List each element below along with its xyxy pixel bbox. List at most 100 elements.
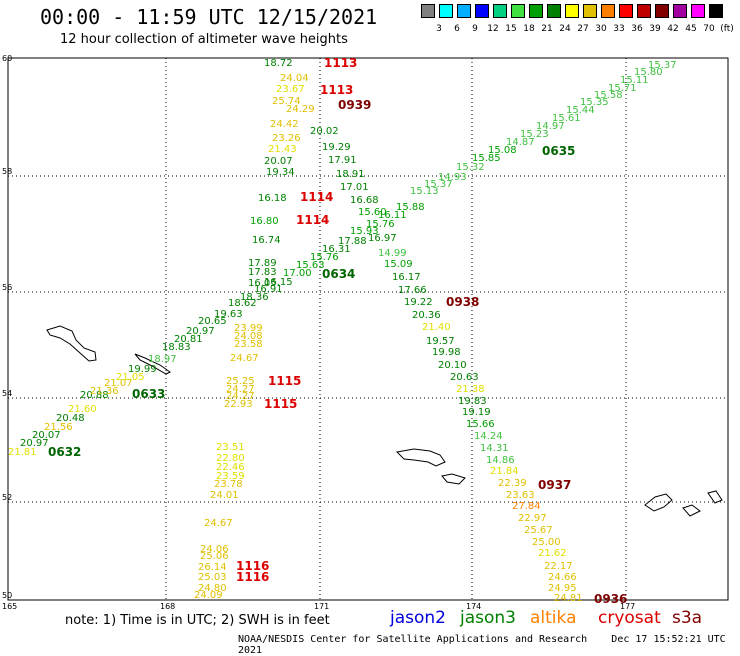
wave-height-value: 15.44 (566, 105, 595, 116)
wave-height-value: 19.29 (322, 142, 351, 153)
wave-height-value: 26.14 (198, 562, 227, 573)
island-commander-medny (441, 473, 466, 485)
pass-time-jason3_2: 0633 (132, 387, 165, 401)
wave-height-value: 20.65 (198, 316, 227, 327)
wave-height-value: 24.67 (204, 518, 233, 529)
legend-swatch (529, 4, 543, 18)
wave-height-value: 14.86 (486, 455, 515, 466)
pass-time-cryosat_8: 1116 (236, 570, 269, 584)
wave-height-value: 23.59 (216, 471, 245, 482)
wave-height-value: 16.74 (252, 235, 281, 246)
legend-label: 15 (505, 24, 517, 34)
page-subtitle: 12 hour collection of altimeter wave hei… (60, 32, 348, 47)
wave-height-value: 17.88 (338, 236, 367, 247)
pass-time-cryosat_1: 1113 (324, 56, 357, 70)
wave-height-value: 16.91 (254, 284, 283, 295)
wave-height-value: 25.03 (198, 572, 227, 583)
wave-height-value: 16.97 (368, 233, 397, 244)
lat-label: 58 (2, 167, 12, 176)
wave-height-value: 18.62 (228, 298, 257, 309)
wave-height-value: 21.07 (104, 378, 133, 389)
wave-height-value: 24.01 (210, 490, 239, 501)
graticule (8, 58, 728, 600)
wave-height-value: 22.80 (216, 453, 245, 464)
pass-time-cryosat_6: 1115 (264, 397, 297, 411)
wave-height-value: 23.51 (216, 442, 245, 453)
wave-height-value: 25.00 (532, 537, 561, 548)
wave-height-value: 18.91 (336, 169, 365, 180)
wave-height-value: 15.76 (310, 252, 339, 263)
wave-height-value: 16.68 (350, 195, 379, 206)
wave-height-value: 15.08 (488, 145, 517, 156)
wave-height-value: 19.19 (462, 407, 491, 418)
wave-height-value: 18.83 (162, 342, 191, 353)
wave-height-value: 20.07 (264, 156, 293, 167)
legend-swatch (565, 4, 579, 18)
wave-height-value: 17.89 (248, 258, 277, 269)
footnote: note: 1) Time is in UTC; 2) SWH is in fe… (65, 613, 330, 628)
island-kamchatka-b (682, 504, 701, 517)
pass-time-labels: 0632 0633 0634 0635 1113 1113 1114 1114 1115 1115… (48, 56, 627, 606)
legend-label: 9 (472, 24, 478, 34)
legend-label: 24 (559, 24, 571, 34)
wave-height-value: 20.97 (20, 438, 49, 449)
legend-label: 3 (436, 24, 442, 34)
wave-height-value: 16.11 (378, 210, 407, 221)
wave-height-value: 20.48 (56, 413, 85, 424)
legend-label: 6 (454, 24, 460, 34)
pass-time-jason3_4: 0635 (542, 144, 575, 158)
wave-height-value: 21.38 (456, 384, 485, 395)
wave-height-value: 24.80 (198, 583, 227, 594)
wave-height-value: 24.66 (548, 572, 577, 583)
legend-swatch (547, 4, 561, 18)
wave-height-value: 22.39 (498, 478, 527, 489)
legend-label: 70 (703, 24, 715, 34)
wave-height-value: 15.32 (456, 162, 485, 173)
wave-height-value: 16.05 (248, 278, 277, 289)
wave-height-value: 14.24 (474, 431, 503, 442)
lat-label: 60 (2, 54, 12, 63)
wave-height-value: 21.62 (538, 548, 567, 559)
lat-label: 54 (2, 389, 12, 398)
wave-values: 21.8120.9720.0721.5620.4821.6020.8821.36… (8, 58, 677, 604)
satellite-jason3: jason3 (460, 608, 516, 628)
pass-time-cryosat_7: 1116 (236, 559, 269, 573)
legend-label: 36 (631, 24, 643, 34)
legend-label: 27 (577, 24, 589, 34)
wave-height-value: 15.37 (648, 60, 677, 71)
wave-height-value: 16.31 (322, 244, 351, 255)
legend-unit: (ft) (720, 24, 734, 34)
legend-swatch (691, 4, 705, 18)
pass-time-s3a_4: 0936 (594, 592, 627, 606)
wave-height-value: 15.13 (410, 186, 439, 197)
island-commander-bering (395, 448, 446, 467)
wave-height-value: 20.07 (32, 430, 61, 441)
legend-swatch (493, 4, 507, 18)
wave-height-value: 19.57 (426, 336, 455, 347)
axis-labels: 60 58 56 54 52 50 165 168 171 174 177 (2, 54, 635, 611)
wave-height-value: 19.22 (404, 297, 433, 308)
satellite-jason2: jason2 (390, 608, 446, 628)
credit-line: NOAA/NESDIS Center for Satellite Applica… (238, 634, 740, 656)
wave-height-value: 16.17 (392, 272, 421, 283)
wave-height-value: 14.87 (506, 137, 535, 148)
lat-label: 56 (2, 283, 12, 292)
wave-height-value: 15.60 (358, 207, 387, 218)
wave-height-value: 16.80 (250, 216, 279, 227)
wave-height-value: 19.63 (214, 309, 243, 320)
legend-label: 33 (613, 24, 625, 34)
pass-time-s3a_1: 0939 (338, 98, 371, 112)
pass-time-cryosat_3: 1114 (300, 190, 333, 204)
wave-height-value: 15.88 (396, 202, 425, 213)
wave-height-value: 15.61 (552, 113, 581, 124)
legend-label: 21 (541, 24, 553, 34)
wave-height-value: 17.83 (248, 267, 277, 278)
legend-swatch (655, 4, 669, 18)
wave-height-value: 15.37 (424, 179, 453, 190)
wave-height-value: 21.60 (68, 404, 97, 415)
wave-height-value: 20.63 (450, 372, 479, 383)
wave-height-value: 16.15 (264, 277, 293, 288)
wave-height-value: 20.10 (438, 360, 467, 371)
wave-height-value: 18.97 (148, 354, 177, 365)
